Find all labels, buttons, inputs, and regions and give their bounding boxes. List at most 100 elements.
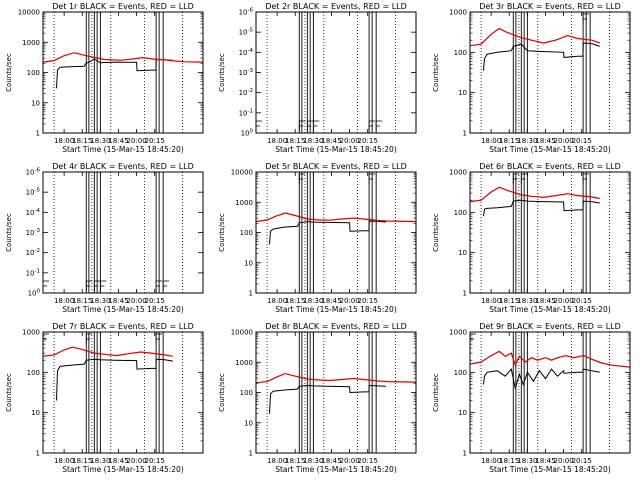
x-tick-label: 18:00 [481, 297, 501, 305]
y-axis-label: Counts/sec [5, 213, 13, 252]
y-tick-label: 1 [36, 450, 40, 458]
y-tick-label: 10 [458, 249, 467, 257]
x-tick-label: 20:15 [572, 137, 592, 145]
x-tick-label: 20:00 [339, 137, 359, 145]
plot-frame [42, 331, 204, 454]
y-tick-label: 1 [249, 290, 253, 298]
y-axis-label: Counts/sec [5, 53, 13, 92]
x-tick-label: 18:15 [285, 457, 305, 465]
detector-panel-7: Det 7r BLACK = Events, RED = LLD Start Ti… [5, 322, 204, 474]
series-lld-line [42, 52, 204, 63]
x-tick-label: 18:45 [108, 137, 128, 145]
y-tick-label: 10-1 [239, 108, 253, 117]
y-tick-label: 1 [463, 130, 467, 138]
x-tick-label: 20:00 [339, 297, 359, 305]
flag-marker [368, 173, 376, 184]
y-tick-label: 1000 [235, 199, 253, 207]
flag-marker [582, 173, 590, 184]
x-tick-label: 18:45 [535, 297, 555, 305]
x-tick-label: 18:30 [517, 297, 537, 305]
x-tick-label: 18:45 [108, 457, 128, 465]
x-tick-label: 20:15 [572, 297, 592, 305]
y-tick-label: 10-5 [26, 188, 41, 197]
x-tick-label: 18:30 [90, 297, 110, 305]
series-events-line [483, 368, 600, 389]
x-tick-label: 18:30 [303, 137, 323, 145]
x-tick-label: 18:15 [499, 457, 519, 465]
y-tick-label: 10-3 [26, 228, 41, 237]
y-tick-label: 1 [36, 130, 40, 138]
x-tick-label: 18:45 [535, 457, 555, 465]
series-events-line [269, 220, 386, 245]
x-tick-label: 20:00 [553, 297, 573, 305]
flag-marker [155, 280, 163, 291]
flag-marker [298, 120, 306, 131]
flag-marker [155, 333, 163, 344]
detector-panel-9: Det 9r BLACK = Events, RED = LLD Start Ti… [432, 322, 631, 474]
x-axis-label: Start Time (15-Mar-15 18:45:20) [62, 465, 184, 474]
y-tick-label: 100 [27, 369, 40, 377]
detector-panel-8: Det 8r BLACK = Events, RED = LLD Start Ti… [218, 322, 417, 474]
x-axis-label: Start Time (15-Mar-15 18:45:20) [489, 305, 611, 314]
x-tick-label: 18:00 [481, 457, 501, 465]
y-axis-label: Counts/sec [218, 53, 226, 92]
x-axis-label: Start Time (15-Mar-15 18:45:20) [275, 145, 397, 154]
flag-marker [42, 280, 49, 291]
detector-panel-3: Det 3r BLACK = Events, RED = LLD Start Ti… [432, 2, 631, 154]
x-tick-label: 18:15 [285, 297, 305, 305]
flag-marker [582, 13, 590, 24]
y-tick-label: 10 [31, 99, 40, 107]
y-tick-label: 10 [31, 409, 40, 417]
y-tick-label: 1000 [22, 329, 40, 337]
y-axis-label: Counts/sec [218, 213, 226, 252]
x-tick-label: 18:00 [267, 457, 287, 465]
x-tick-label: 18:30 [517, 457, 537, 465]
y-tick-label: 100 [454, 369, 467, 377]
plot-frame [42, 171, 204, 294]
plot-frame [469, 171, 631, 294]
y-tick-label: 10-1 [26, 268, 40, 277]
x-tick-label: 18:00 [54, 297, 74, 305]
x-tick-label: 18:00 [267, 297, 287, 305]
x-tick-label: 18:30 [517, 137, 537, 145]
detector-panel-4: Det 4r BLACK = Events, RED = LLD Start Ti… [5, 162, 204, 314]
x-tick-label: 20:00 [126, 457, 146, 465]
x-tick-label: 18:15 [72, 457, 92, 465]
y-tick-label: 1000 [449, 169, 467, 177]
y-tick-label: 10-6 [26, 168, 41, 177]
y-tick-label: 1000 [449, 329, 467, 337]
y-tick-label: 100 [454, 209, 467, 217]
x-tick-label: 20:00 [339, 457, 359, 465]
x-tick-label: 20:00 [553, 137, 573, 145]
y-tick-label: 10 [458, 89, 467, 97]
x-tick-label: 18:15 [72, 297, 92, 305]
x-tick-label: 20:15 [358, 297, 378, 305]
x-tick-label: 18:45 [321, 137, 341, 145]
x-tick-label: 18:00 [267, 137, 287, 145]
y-tick-label: 10-5 [239, 28, 254, 37]
y-tick-label: 100 [240, 229, 253, 237]
x-tick-label: 18:15 [285, 137, 305, 145]
y-tick-label: 1000 [449, 9, 467, 17]
x-tick-label: 20:15 [145, 457, 165, 465]
x-tick-label: 18:00 [481, 137, 501, 145]
flag-marker [375, 120, 383, 131]
y-tick-label: 100 [240, 389, 253, 397]
x-tick-label: 18:15 [499, 137, 519, 145]
series-lld-line [469, 350, 631, 368]
x-tick-label: 18:30 [90, 137, 110, 145]
x-tick-label: 18:15 [72, 137, 92, 145]
x-axis-label: Start Time (15-Mar-15 18:45:20) [62, 305, 184, 314]
flag-marker [42, 333, 49, 344]
y-tick-label: 100 [27, 69, 40, 77]
y-tick-label: 1 [463, 450, 467, 458]
y-tick-label: 10-2 [239, 88, 253, 97]
series-events-line [56, 358, 173, 401]
y-tick-label: 10000 [231, 169, 253, 177]
flag-marker [368, 120, 376, 131]
y-tick-label: 1 [249, 450, 253, 458]
detector-panel-5: Det 5r BLACK = Events, RED = LLD Start Ti… [218, 162, 417, 314]
series-lld-line [255, 212, 417, 223]
